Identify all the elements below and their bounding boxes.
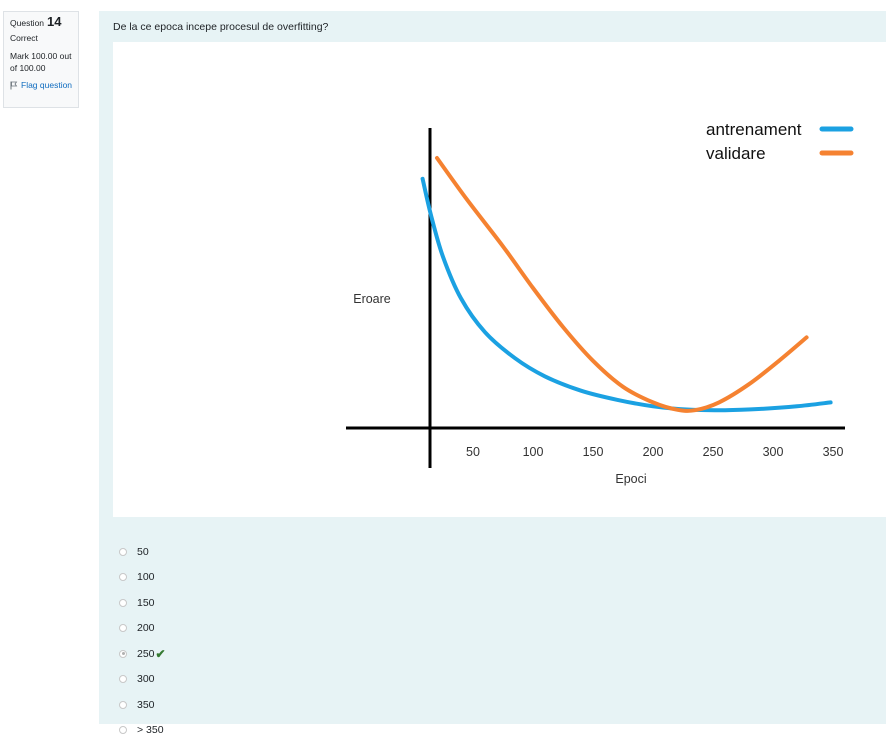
answer-label: 350 <box>137 699 155 711</box>
flag-question-label: Flag question <box>21 79 72 91</box>
answer-radio[interactable] <box>119 548 127 556</box>
question-number-value: 14 <box>47 16 61 28</box>
correct-check-icon: ✔ <box>156 647 166 661</box>
answer-radio[interactable] <box>119 573 127 581</box>
question-state: Correct <box>10 32 78 44</box>
x-tick-label: 200 <box>643 445 664 459</box>
y-axis-label: Eroare <box>353 292 391 306</box>
answer-option[interactable]: 50 <box>119 539 166 565</box>
legend-label-validare: validare <box>706 144 766 163</box>
answer-option[interactable]: 350 <box>119 692 166 718</box>
x-tick-label: 250 <box>703 445 724 459</box>
x-tick-label: 300 <box>763 445 784 459</box>
answer-radio[interactable] <box>119 624 127 632</box>
x-tick-label: 150 <box>583 445 604 459</box>
x-axis-label: Epoci <box>615 472 646 486</box>
answer-label: 250 <box>137 648 155 660</box>
series-line-validare <box>437 158 807 411</box>
answer-label: > 350 <box>137 724 164 736</box>
question-label: Question <box>10 17 44 29</box>
question-formulation: De la ce epoca incepe procesul de overfi… <box>99 11 886 724</box>
legend-label-antrenament: antrenament <box>706 120 802 139</box>
answer-radio[interactable] <box>119 701 127 709</box>
answer-option[interactable]: 100 <box>119 565 166 591</box>
loss-chart: 50 100 150 200 250 300 350 Eroare Epoci antrename… <box>113 42 886 517</box>
x-tick-label: 350 <box>823 445 844 459</box>
answer-option[interactable]: 300 <box>119 667 166 693</box>
answer-option[interactable]: 200 <box>119 616 166 642</box>
answer-label: 150 <box>137 597 155 609</box>
flag-question-link[interactable]: Flag question <box>10 79 78 91</box>
answer-label: 100 <box>137 571 155 583</box>
answer-radio[interactable] <box>119 650 127 658</box>
answer-label: 200 <box>137 622 155 634</box>
flag-icon <box>10 81 18 90</box>
answer-label: 300 <box>137 673 155 685</box>
answer-option[interactable]: 150 <box>119 590 166 616</box>
series-line-antrenament <box>423 179 831 410</box>
question-number: Question 14 <box>10 16 78 29</box>
question-grade: Mark 100.00 out of 100.00 <box>10 50 78 74</box>
question-info-panel: Question 14 Correct Mark 100.00 out of 1… <box>3 11 79 108</box>
x-tick-label: 50 <box>466 445 480 459</box>
answer-label: 50 <box>137 546 149 558</box>
answer-radio[interactable] <box>119 675 127 683</box>
question-image: 50 100 150 200 250 300 350 Eroare Epoci antrename… <box>113 42 886 517</box>
answer-radio[interactable] <box>119 599 127 607</box>
answer-option[interactable]: > 350 <box>119 718 166 743</box>
answer-radio[interactable] <box>119 726 127 734</box>
question-text: De la ce epoca incepe procesul de overfi… <box>113 21 328 33</box>
x-tick-label: 100 <box>523 445 544 459</box>
answer-option[interactable]: 250✔ <box>119 641 166 667</box>
